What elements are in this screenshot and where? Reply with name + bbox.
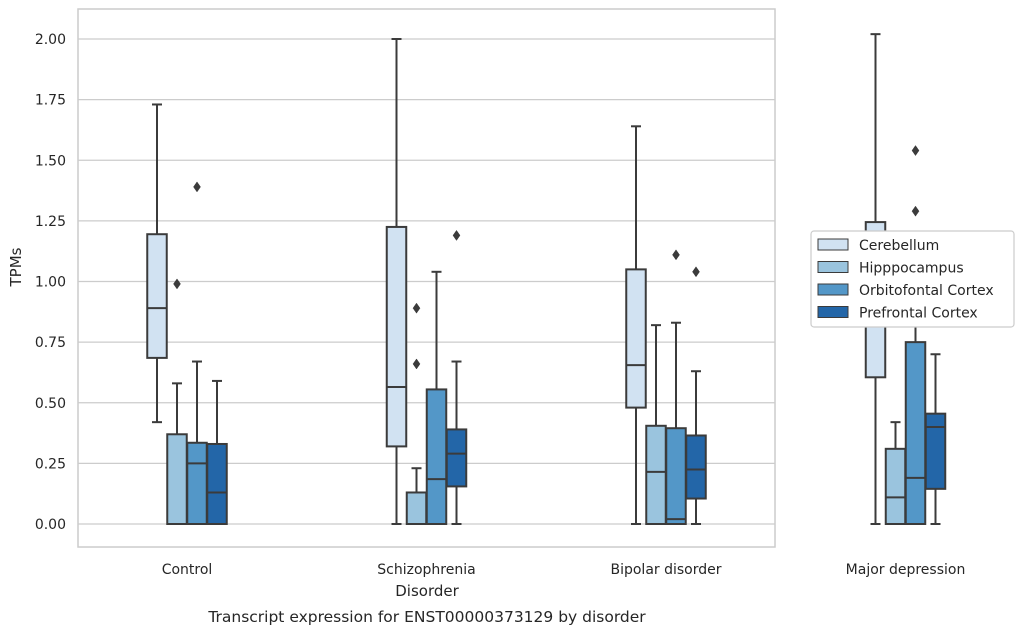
legend-swatch [817, 238, 849, 251]
outlier-point [911, 145, 920, 156]
box-cerebellum [385, 38, 408, 525]
box-prefrontal-cortex [685, 266, 707, 525]
box-iqr [884, 447, 907, 526]
box-prefrontal-cortex [445, 229, 468, 525]
box-prefrontal-cortex [206, 379, 228, 526]
box-iqr [445, 428, 468, 488]
box-iqr [625, 268, 647, 409]
outlier-point [911, 205, 920, 217]
box-cerebellum [625, 125, 647, 525]
y-tick-label: 0.50 [35, 396, 66, 412]
outlier-point [193, 181, 201, 193]
legend: Cerebellum Hipppocampus Orbitofontal Corte… [810, 230, 1015, 328]
box-iqr [904, 341, 927, 525]
outlier-point [412, 302, 421, 314]
legend-swatch [817, 283, 849, 296]
chart-caption: Transcript expression for ENST0000037312… [207, 608, 646, 626]
box-cerebellum [146, 103, 168, 424]
legend-label: Prefrontal Cortex [859, 306, 978, 322]
outlier-point [692, 266, 700, 278]
box-iqr [206, 442, 228, 526]
legend-swatch [817, 306, 849, 318]
plot-area: 0.00 0.25 0.50 0.75 1.00 1.25 1.50 1.75 2.00 Cont… [35, 8, 966, 578]
y-axis-label: TPMs [7, 247, 25, 287]
box-iqr [645, 424, 667, 526]
outlier-point [672, 249, 680, 261]
box-prefrontal-cortex [924, 353, 947, 525]
x-tick-label: Major depression [846, 562, 966, 578]
x-tick-label: Schizophrenia [377, 562, 475, 578]
box-iqr [385, 225, 408, 448]
outlier-point [412, 358, 421, 370]
x-tick-label: Control [162, 562, 213, 578]
y-tick-label: 1.75 [35, 93, 66, 109]
box-iqr [146, 233, 168, 359]
legend-label: Hipppocampus [859, 261, 964, 277]
box-iqr [924, 412, 947, 490]
box-iqr [166, 433, 188, 525]
y-tick-label: 1.25 [35, 214, 66, 230]
box-iqr [685, 434, 707, 500]
x-tick-label: Bipolar disorder [610, 562, 721, 578]
y-tick-label: 0.75 [35, 335, 66, 351]
box-hipppocampus [645, 324, 667, 526]
legend-label: Cerebellum [859, 238, 939, 254]
box-iqr [405, 491, 428, 526]
x-axis-label: Disorder [395, 582, 459, 600]
box-iqr [186, 441, 208, 526]
box-hipppocampus [405, 302, 428, 526]
legend-label: Orbitofontal Cortex [859, 283, 994, 299]
box-iqr [425, 388, 448, 525]
y-tick-label: 1.50 [35, 153, 66, 169]
box-iqr [665, 427, 687, 525]
plot-frame [77, 8, 776, 548]
y-tick-label: 1.00 [35, 275, 66, 291]
box-orbitofontal-cortex [425, 270, 448, 525]
legend-swatch [817, 261, 849, 273]
legend-frame [810, 230, 1015, 328]
y-tick-label: 0.25 [35, 456, 66, 472]
outlier-point [452, 229, 461, 241]
outlier-point [173, 278, 181, 290]
y-tick-label: 0.00 [35, 517, 66, 533]
y-tick-label: 2.00 [35, 32, 66, 48]
